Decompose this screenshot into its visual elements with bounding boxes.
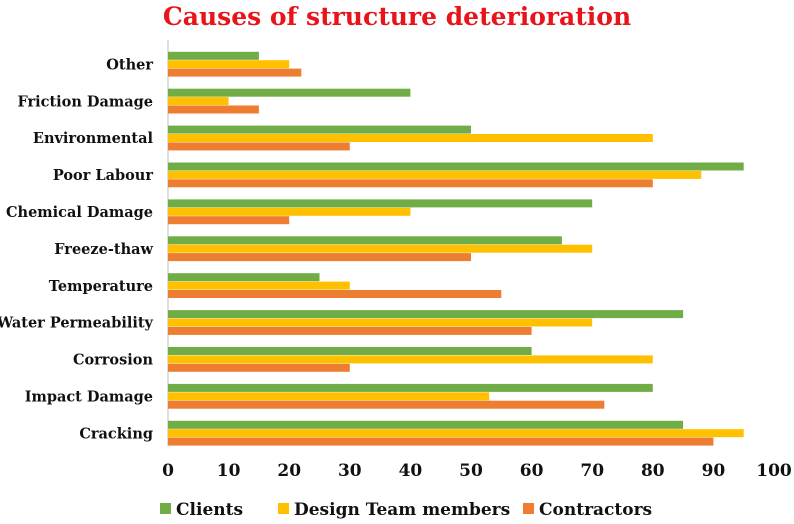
bar-clients	[168, 88, 411, 97]
category-label: Environmental	[33, 130, 154, 147]
bar-design-team-members	[168, 392, 490, 401]
x-tick-label: 60	[520, 461, 544, 481]
category-label: Other	[106, 56, 153, 73]
bar-clients	[168, 199, 593, 208]
x-tick-label: 40	[399, 461, 423, 481]
x-tick-label: 70	[580, 461, 604, 481]
legend-label-clients: Clients	[176, 500, 243, 520]
bar-contractors	[168, 400, 605, 409]
bar-design-team-members	[168, 170, 702, 179]
bar-contractors	[168, 437, 714, 446]
x-tick-label: 10	[217, 461, 241, 481]
category-label: Water Permeability	[0, 315, 154, 332]
bar-design-team-members	[168, 97, 229, 106]
category-label: Chemical Damage	[6, 204, 153, 221]
x-tick-label: 80	[641, 461, 665, 481]
chart-title: Causes of structure deterioration	[162, 2, 632, 31]
bar-design-team-members	[168, 355, 653, 364]
category-label: Corrosion	[73, 352, 154, 369]
category-label: Cracking	[79, 425, 153, 442]
bar-design-team-members	[168, 281, 350, 290]
bar-contractors	[168, 142, 350, 151]
bar-group	[168, 51, 744, 446]
bar-contractors	[168, 216, 290, 225]
bar-clients	[168, 347, 532, 355]
bar-design-team-members	[168, 429, 744, 438]
x-tick-label: 20	[277, 461, 301, 481]
bar-clients	[168, 273, 320, 282]
bar-clients	[168, 236, 562, 245]
bar-contractors	[168, 68, 302, 77]
bar-design-team-members	[168, 244, 593, 253]
bar-design-team-members	[168, 60, 290, 69]
bar-contractors	[168, 105, 259, 114]
category-label: Friction Damage	[17, 93, 153, 110]
bar-clients	[168, 125, 471, 134]
legend-label-contractors: Contractors	[539, 500, 652, 520]
bar-design-team-members	[168, 318, 593, 327]
x-tick-label: 50	[459, 461, 483, 481]
category-label: Poor Labour	[53, 167, 153, 184]
bar-contractors	[168, 290, 502, 298]
bar-contractors	[168, 326, 532, 335]
legend-swatch-clients	[160, 503, 171, 514]
legend-label-design-team-members: Design Team members	[294, 500, 510, 520]
bar-clients	[168, 383, 653, 392]
bar-design-team-members	[168, 207, 411, 216]
bar-clients	[168, 310, 684, 319]
bar-contractors	[168, 179, 653, 188]
x-tick-label: 0	[162, 461, 174, 481]
bar-contractors	[168, 363, 350, 372]
bar-design-team-members	[168, 134, 653, 142]
category-label: Freeze-thaw	[54, 241, 153, 258]
x-tick-label: 100	[756, 461, 792, 481]
category-label: Impact Damage	[25, 389, 153, 406]
x-tick-label: 30	[338, 461, 362, 481]
x-tick-label: 90	[702, 461, 726, 481]
bar-clients	[168, 51, 259, 60]
bar-contractors	[168, 253, 471, 262]
legend-swatch-contractors	[523, 503, 534, 514]
category-label: Temperature	[49, 278, 153, 295]
bar-clients	[168, 162, 744, 171]
category-labels: Cracking Impact Damage Corrosion Water Perm…	[0, 56, 154, 442]
legend: Clients Design Team members Contractors	[160, 500, 652, 520]
legend-swatch-design-team-members	[278, 503, 289, 514]
x-axis-ticks: 0 10 20 30 40 50 60 70 80 90 100	[162, 461, 792, 481]
bar-clients	[168, 420, 684, 429]
